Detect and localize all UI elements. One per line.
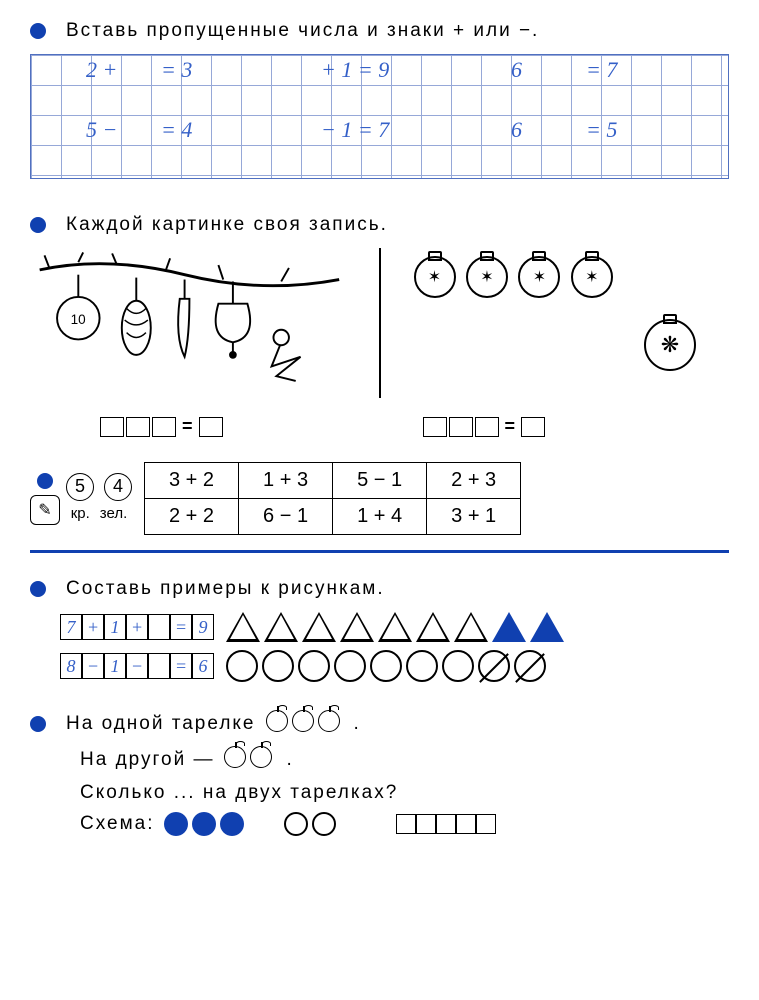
- ornament-icon: ✶: [518, 256, 560, 298]
- circle-4: 4: [104, 473, 132, 501]
- task2-header: Каждой картинке своя запись.: [30, 214, 729, 236]
- branch-ornaments: 10: [30, 248, 359, 398]
- table-cell: 1 + 3: [239, 463, 333, 499]
- task1-header: Вставь пропущенные числа и знаки + или −…: [30, 20, 729, 42]
- ornament-icon: ✶: [571, 256, 613, 298]
- blue-divider: [30, 550, 729, 553]
- task4-row1: 7+1+.=9: [60, 612, 729, 642]
- label-red: кр.: [71, 505, 90, 522]
- ornament-icon-large: ❋: [644, 319, 696, 371]
- right-picture: ✶ ✶ ✶ ✶ ❋: [401, 248, 730, 398]
- task4-row2: 8−1−.=6: [60, 650, 729, 682]
- answer-boxes-left[interactable]: =: [100, 416, 223, 437]
- bullet: [30, 23, 46, 39]
- expression-boxes-2[interactable]: 8−1−.=6: [60, 653, 214, 679]
- grid-paper: 2 += 3+ 1 = 96= 75 −= 4− 1 = 76= 5: [30, 54, 729, 179]
- table-cell: 1 + 4: [333, 499, 427, 535]
- bullet: [30, 217, 46, 233]
- task1-title: Вставь пропущенные числа и знаки + или −…: [66, 20, 539, 42]
- triangles-row: [226, 612, 564, 642]
- label-green: зел.: [100, 505, 127, 522]
- task2-pictures: 10 ✶ ✶ ✶ ✶ ❋: [30, 248, 729, 398]
- table-cell: 3 + 1: [427, 499, 521, 535]
- ornament-icon: ✶: [466, 256, 508, 298]
- task5-line2: На другой — .: [80, 746, 729, 774]
- pencil-icon: ✎: [30, 495, 60, 525]
- task4-title: Составь примеры к рисункам.: [66, 578, 385, 600]
- task5-line3: Сколько ... на двух тарелках?: [80, 782, 729, 804]
- circle-5: 5: [66, 473, 94, 501]
- task2-title: Каждой картинке своя запись.: [66, 214, 388, 236]
- left-picture: 10: [30, 248, 359, 398]
- dots-filled: [164, 812, 244, 836]
- task5-header: На одной тарелке .: [30, 710, 729, 738]
- bullet: [30, 581, 46, 597]
- expression-boxes-1[interactable]: 7+1+.=9: [60, 614, 214, 640]
- task3: ✎ 5 4 кр. зел. 3 + 21 + 35 − 12 + 3 2 + 2…: [30, 462, 729, 535]
- bullet: [37, 473, 53, 489]
- svg-text:10: 10: [71, 312, 86, 327]
- dots-empty: [284, 812, 336, 836]
- answer-boxes-right[interactable]: =: [423, 416, 546, 437]
- task5-line1: На одной тарелке: [66, 713, 256, 735]
- table-cell: 2 + 2: [145, 499, 239, 535]
- apples-2: [224, 746, 276, 774]
- table-cell: 3 + 2: [145, 463, 239, 499]
- table-cell: 6 − 1: [239, 499, 333, 535]
- task5-line4: Схема:: [80, 812, 729, 836]
- bullet: [30, 716, 46, 732]
- table-cell: 5 − 1: [333, 463, 427, 499]
- task4-header: Составь примеры к рисункам.: [30, 578, 729, 600]
- ornament-icon: ✶: [414, 256, 456, 298]
- apples-1: [266, 710, 344, 738]
- math-table: 3 + 21 + 35 − 12 + 3 2 + 26 − 11 + 43 + 1: [144, 462, 521, 535]
- vertical-divider: [379, 248, 381, 398]
- schema-boxes[interactable]: [396, 814, 496, 834]
- circles-row: [226, 650, 546, 682]
- table-cell: 2 + 3: [427, 463, 521, 499]
